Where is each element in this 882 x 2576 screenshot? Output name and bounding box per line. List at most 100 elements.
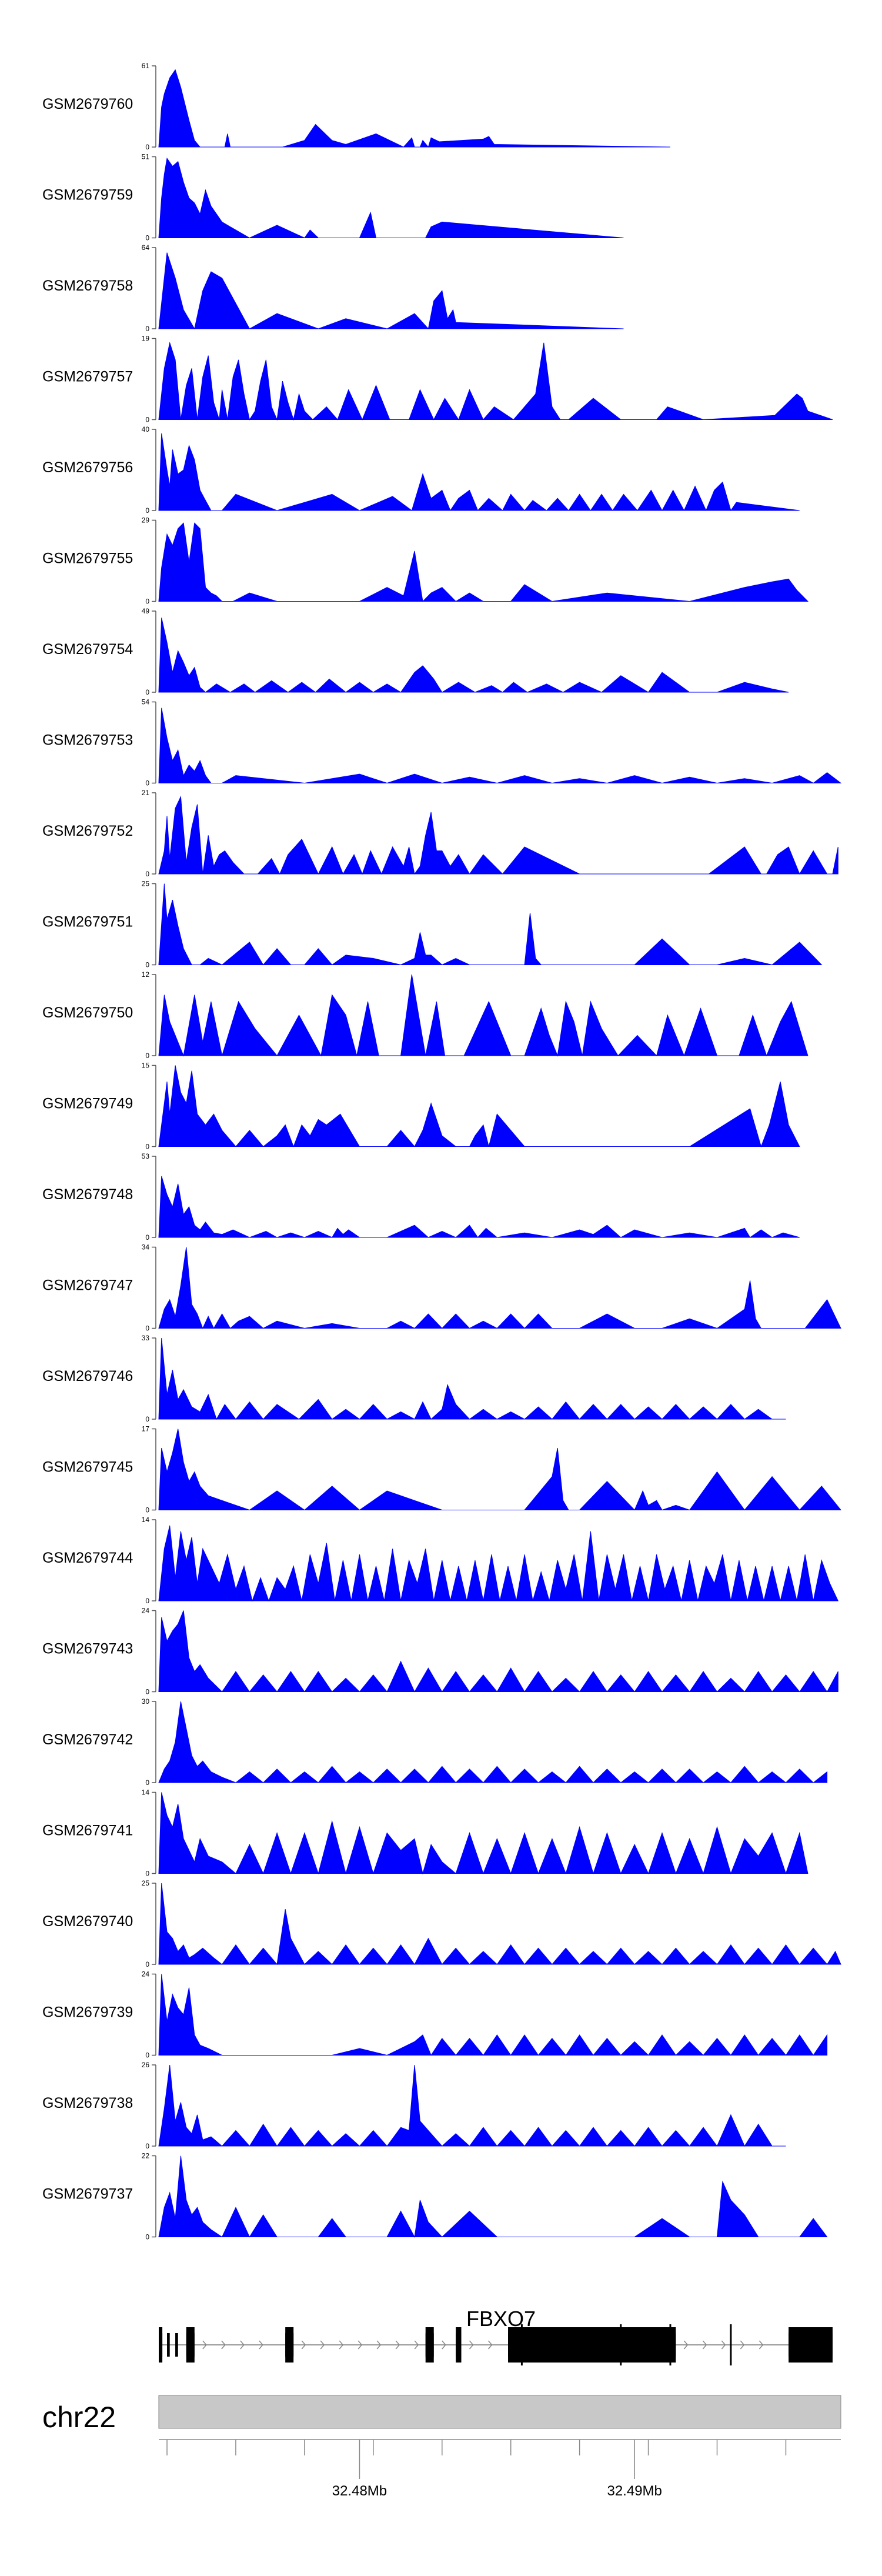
- y-min-label: 0: [145, 1506, 149, 1514]
- y-min-label: 0: [145, 1233, 149, 1242]
- coverage-track: GSM2679743 24 0: [42, 1607, 838, 1696]
- track-label: GSM2679741: [42, 1823, 133, 1839]
- y-max-label: 34: [142, 1243, 150, 1252]
- coverage-track: GSM2679753 54 0: [42, 698, 842, 788]
- track-label: GSM2679759: [42, 187, 133, 203]
- y-max-label: 40: [142, 425, 150, 433]
- track-label: GSM2679745: [42, 1459, 133, 1476]
- coverage-track: GSM2679744 14 0: [42, 1516, 839, 1605]
- y-min-label: 0: [145, 506, 149, 515]
- y-min-label: 0: [145, 2051, 149, 2060]
- y-min-label: 0: [145, 1324, 149, 1333]
- coverage-track: GSM2679738 26 0: [42, 2061, 786, 2150]
- coverage-track: GSM2679755 29 0: [42, 516, 809, 606]
- coverage-track: GSM2679751 25 0: [42, 880, 823, 969]
- chromosome-label: chr22: [42, 2401, 116, 2434]
- track-label: GSM2679740: [42, 1913, 133, 1930]
- y-max-label: 22: [142, 2152, 150, 2160]
- coverage-area: [158, 1176, 800, 1238]
- coverage-track: GSM2679745 17 0: [42, 1425, 842, 1514]
- coverage-area: [158, 974, 808, 1057]
- track-label: GSM2679758: [42, 278, 133, 294]
- coverage-track: GSM2679749 15 0: [42, 1062, 800, 1151]
- y-max-label: 64: [142, 243, 150, 252]
- track-label: GSM2679748: [42, 1186, 133, 1203]
- strand-arrow: [721, 2340, 726, 2350]
- coverage-track: GSM2679754 49 0: [42, 607, 789, 696]
- y-min-label: 0: [145, 1870, 149, 1878]
- track-label: GSM2679750: [42, 1005, 133, 1021]
- track-label: GSM2679737: [42, 2186, 133, 2203]
- track-label: GSM2679744: [42, 1550, 133, 1566]
- strand-arrow: [442, 2340, 446, 2350]
- coverage-area: [158, 708, 842, 784]
- coverage-track: GSM2679746 33 0: [42, 1334, 786, 1423]
- y-min-label: 0: [145, 1688, 149, 1696]
- strand-arrow: [221, 2340, 226, 2350]
- coverage-area: [158, 1429, 842, 1511]
- strand-arrow: [740, 2340, 745, 2350]
- y-min-label: 0: [145, 779, 149, 788]
- strand-arrow: [469, 2340, 474, 2350]
- utr-block: [167, 2333, 170, 2357]
- strand-arrow: [395, 2340, 400, 2350]
- coverage-track: GSM2679750 12 0: [42, 970, 808, 1060]
- chromosome-ideogram: [158, 2395, 841, 2429]
- y-min-label: 0: [145, 1597, 149, 1605]
- y-max-label: 25: [142, 1879, 150, 1887]
- coverage-track: GSM2679740 25 0: [42, 1879, 841, 1968]
- coverage-area: [158, 1065, 800, 1148]
- strand-arrow: [259, 2340, 263, 2350]
- strand-arrow: [320, 2340, 325, 2350]
- y-max-label: 26: [142, 2061, 150, 2069]
- coverage-area: [158, 1247, 841, 1329]
- exon-block: [285, 2327, 294, 2363]
- coverage-area: [158, 2064, 786, 2147]
- y-min-label: 0: [145, 961, 149, 969]
- coverage-track: GSM2679752 21 0: [42, 789, 838, 878]
- coverage-track: GSM2679742 30 0: [42, 1697, 828, 1787]
- exon-block: [186, 2327, 195, 2363]
- coverage-track: GSM2679760 61 0: [42, 62, 671, 151]
- y-max-label: 17: [142, 1425, 150, 1433]
- strand-arrow: [358, 2340, 363, 2350]
- gene-model-track: FBXO7: [159, 2307, 833, 2365]
- y-max-label: 49: [142, 607, 150, 615]
- coverage-track: GSM2679737 22 0: [42, 2152, 828, 2241]
- coverage-area: [158, 157, 624, 239]
- coverage-area: [158, 1525, 839, 1602]
- coverage-track: GSM2679758 64 0: [42, 243, 624, 333]
- y-min-label: 0: [145, 325, 149, 333]
- y-min-label: 0: [145, 688, 149, 696]
- y-max-label: 19: [142, 335, 150, 343]
- y-max-label: 25: [142, 880, 150, 888]
- coverage-area: [158, 618, 789, 693]
- y-max-label: 14: [142, 1516, 150, 1524]
- strand-arrow: [487, 2340, 493, 2350]
- coverage-track: GSM2679759 51 0: [42, 153, 624, 242]
- coverage-track: GSM2679739 24 0: [42, 1970, 828, 2060]
- strand-arrow: [376, 2340, 382, 2350]
- coverage-area: [158, 69, 671, 148]
- axis-tick-label: 32.48Mb: [332, 2483, 387, 2499]
- track-label: GSM2679738: [42, 2095, 133, 2111]
- y-max-label: 24: [142, 1970, 150, 1978]
- coverage-area: [158, 883, 823, 966]
- strand-arrow: [702, 2340, 707, 2350]
- coverage-area: [158, 522, 809, 602]
- coverage-track: GSM2679741 14 0: [42, 1788, 808, 1878]
- y-min-label: 0: [145, 598, 149, 606]
- track-label: GSM2679743: [42, 1641, 133, 1657]
- track-label: GSM2679749: [42, 1096, 133, 1112]
- gene-name-label: FBXO7: [466, 2307, 536, 2331]
- y-max-label: 24: [142, 1607, 150, 1615]
- strand-arrow: [339, 2340, 344, 2350]
- y-min-label: 0: [145, 1960, 149, 1968]
- strand-arrow: [202, 2340, 207, 2350]
- y-min-label: 0: [145, 416, 149, 424]
- coverage-area: [158, 1883, 841, 1966]
- track-label: GSM2679753: [42, 732, 133, 749]
- coverage-area: [158, 1974, 828, 2056]
- y-min-label: 0: [145, 2233, 149, 2241]
- y-max-label: 12: [142, 970, 150, 979]
